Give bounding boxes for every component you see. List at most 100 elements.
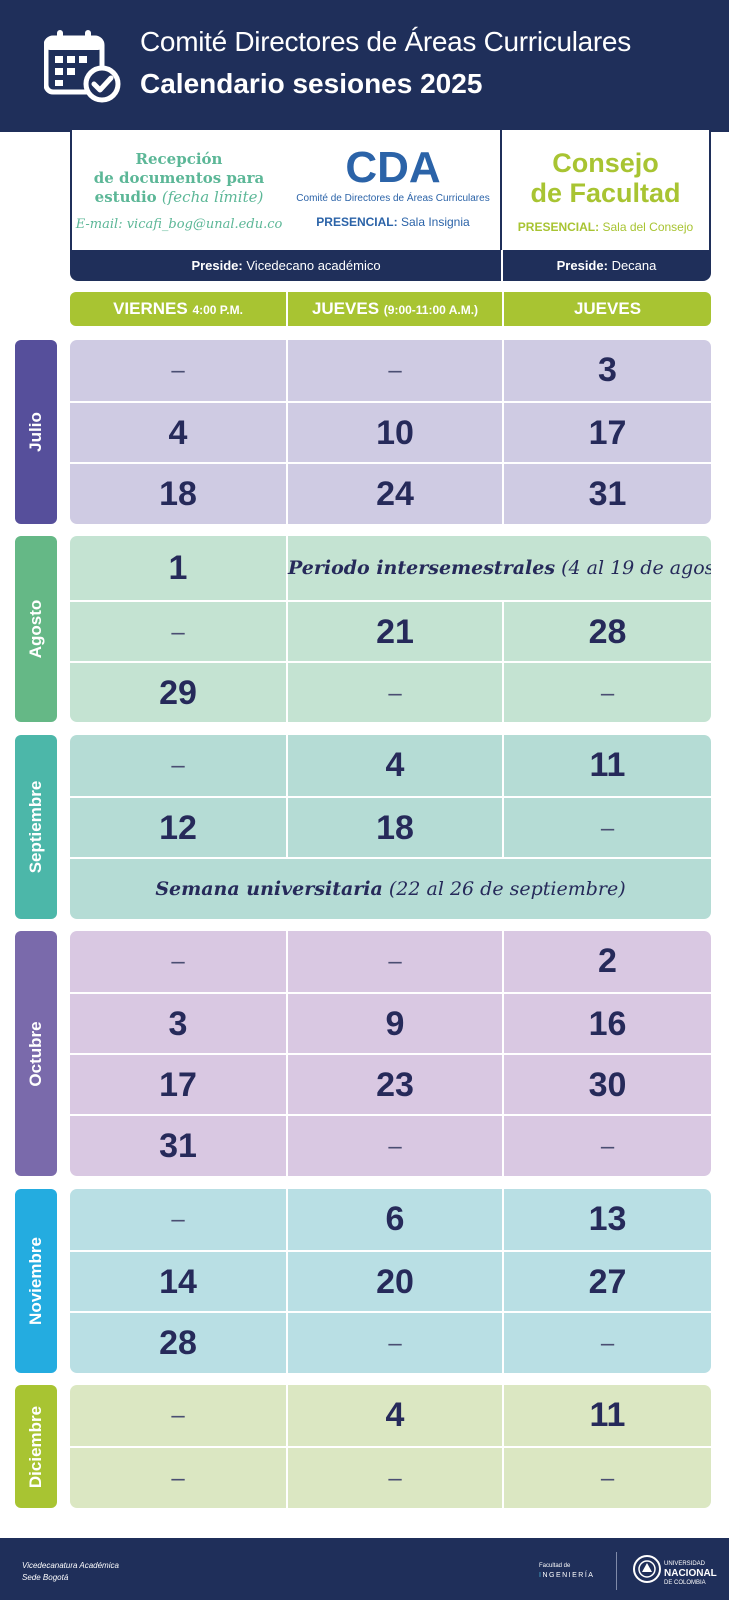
date-cell: – [286, 1116, 502, 1176]
table-row: – – 3 [70, 340, 711, 401]
date-cell: – [502, 1116, 711, 1176]
date-cell: 23 [286, 1055, 502, 1116]
intersemestral-note: Periodo intersemestrales (4 al 19 de ago… [286, 536, 711, 600]
table-row: – 21 28 [70, 600, 711, 663]
date-cell: – [171, 357, 185, 384]
table-row: 28 – – [70, 1311, 711, 1373]
date-cell: 3 [502, 340, 711, 401]
month-octubre: Octubre – – 2 3 9 16 17 23 30 31 – – [15, 931, 711, 1176]
page-title: Comité Directores de Áreas Curriculares [140, 26, 631, 57]
preside-bar: Preside: Vicedecano académico Preside: D… [70, 250, 711, 281]
date-cell: – [171, 752, 185, 779]
university-logo: UNIVERSIDAD NACIONAL DE COLOMBIA [664, 1561, 717, 1586]
date-cell: 29 [159, 674, 197, 712]
date-cell: 24 [286, 464, 502, 524]
month-label: Julio [15, 340, 57, 524]
month-septiembre: Septiembre – 4 11 12 18 – Semana univers… [15, 735, 711, 919]
month-grid: – 4 11 – – – [70, 1385, 711, 1508]
table-row: 3 9 16 [70, 992, 711, 1055]
consejo-title: Consejo de Facultad [530, 148, 681, 208]
date-cell: 1 [168, 549, 188, 587]
cda-name: Comité de Directores de Áreas Curricular… [296, 193, 490, 204]
date-cell: – [171, 619, 185, 646]
table-row: 18 24 31 [70, 462, 711, 524]
month-diciembre: Diciembre – 4 11 – – – [15, 1385, 711, 1508]
date-cell: 16 [502, 994, 711, 1055]
date-cell: 28 [159, 1324, 197, 1362]
date-cell: 12 [159, 809, 197, 847]
month-label: Noviembre [15, 1189, 57, 1373]
table-row: 12 18 – [70, 796, 711, 859]
header: Comité Directores de Áreas Curriculares … [0, 0, 729, 132]
preside-right: Preside: Decana [556, 258, 657, 273]
date-cell: – [171, 1402, 185, 1429]
table-row: 1 Periodo intersemestrales (4 al 19 de a… [70, 536, 711, 600]
table-row: – – 2 [70, 931, 711, 992]
month-julio: Julio – – 3 4 10 17 18 24 31 [15, 340, 711, 524]
consejo-info: Consejo de Facultad PRESENCIAL: Sala del… [500, 130, 711, 250]
date-cell: 28 [502, 602, 711, 663]
date-cell: 13 [502, 1189, 711, 1250]
date-cell: 9 [286, 994, 502, 1055]
month-grid: 1 Periodo intersemestrales (4 al 19 de a… [70, 536, 711, 722]
date-cell: 4 [168, 414, 188, 452]
month-agosto: Agosto 1 Periodo intersemestrales (4 al … [15, 536, 711, 722]
cda-location: PRESENCIAL: Sala Insignia [316, 215, 470, 229]
table-row: 31 – – [70, 1114, 711, 1176]
month-grid: – – 3 4 10 17 18 24 31 [70, 340, 711, 524]
table-row: – 4 11 [70, 1385, 711, 1446]
reception-info: Recepción de documentos para estudio (fe… [70, 130, 288, 250]
semana-universitaria-note: Semana universitaria (22 al 26 de septie… [155, 878, 626, 900]
date-cell: 20 [286, 1252, 502, 1313]
date-cell: – [286, 663, 502, 722]
table-row: – – – [70, 1446, 711, 1508]
month-label: Septiembre [15, 735, 57, 919]
table-row: 29 – – [70, 661, 711, 722]
table-row: – 6 13 [70, 1189, 711, 1250]
column-header-viernes: VIERNES 4:00 P.M. [113, 299, 243, 318]
date-cell: 6 [286, 1189, 502, 1250]
reception-title: Recepción de documentos para estudio (fe… [93, 150, 265, 206]
date-cell: 3 [168, 1005, 188, 1043]
date-cell: – [286, 1313, 502, 1373]
date-cell: 18 [286, 798, 502, 859]
date-cell: 11 [502, 1385, 711, 1446]
date-cell: – [286, 340, 502, 401]
month-grid: – – 2 3 9 16 17 23 30 31 – – [70, 931, 711, 1176]
month-label: Agosto [15, 536, 57, 722]
divider [616, 1552, 617, 1590]
calendar-check-icon [44, 30, 121, 103]
footer-unit: Vicedecanatura Académica Sede Bogotá [22, 1561, 119, 1582]
cda-acronym: CDA [345, 143, 441, 192]
date-cell: 2 [502, 931, 711, 992]
table-row: 14 20 27 [70, 1250, 711, 1313]
university-seal-icon [633, 1555, 661, 1583]
table-row: – 4 11 [70, 735, 711, 796]
month-grid: – 4 11 12 18 – Semana universitaria (22 … [70, 735, 711, 919]
date-cell: 27 [502, 1252, 711, 1313]
column-header-bar: VIERNES 4:00 P.M. JUEVES (9:00-11:00 A.M… [70, 292, 711, 326]
date-cell: 4 [286, 735, 502, 796]
date-cell: 10 [286, 403, 502, 464]
date-cell: 17 [502, 403, 711, 464]
date-cell: – [502, 798, 711, 859]
date-cell: – [171, 1206, 185, 1233]
date-cell: 30 [502, 1055, 711, 1116]
date-cell: – [171, 1465, 185, 1492]
column-header-jueves-consejo: JUEVES [502, 292, 711, 326]
month-label: Octubre [15, 931, 57, 1176]
cda-info: CDA Comité de Directores de Áreas Curric… [286, 130, 502, 250]
month-grid: – 6 13 14 20 27 28 – – [70, 1189, 711, 1373]
date-cell: 31 [159, 1127, 197, 1165]
consejo-location: PRESENCIAL: Sala del Consejo [517, 220, 694, 234]
date-cell: – [171, 948, 185, 975]
month-label: Diciembre [15, 1385, 57, 1508]
info-box: Recepción de documentos para estudio (fe… [70, 130, 711, 281]
month-noviembre: Noviembre – 6 13 14 20 27 28 – – [15, 1189, 711, 1373]
date-cell: 11 [502, 735, 711, 796]
date-cell: – [502, 1313, 711, 1373]
column-header-jueves-cda: JUEVES (9:00-11:00 A.M.) [286, 292, 502, 326]
faculty-logo: Facultad de INGENIERÍA [539, 1563, 595, 1579]
reception-email: E-mail: vicafi_bog@unal.edu.co [75, 217, 283, 232]
date-cell: – [502, 663, 711, 722]
